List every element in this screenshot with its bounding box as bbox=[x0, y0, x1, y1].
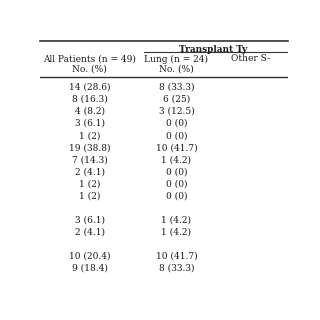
Text: 1 (4.2): 1 (4.2) bbox=[161, 155, 191, 164]
Text: 10 (41.7): 10 (41.7) bbox=[156, 252, 197, 261]
Text: 19 (38.8): 19 (38.8) bbox=[69, 143, 110, 152]
Text: 2 (4.1): 2 (4.1) bbox=[75, 167, 105, 176]
Text: 1 (4.2): 1 (4.2) bbox=[161, 228, 191, 236]
Text: 1 (2): 1 (2) bbox=[79, 179, 100, 188]
Text: 3 (6.1): 3 (6.1) bbox=[75, 119, 105, 128]
Text: Transplant Ty: Transplant Ty bbox=[180, 44, 248, 53]
Text: Other S-: Other S- bbox=[231, 54, 270, 63]
Text: 9 (18.4): 9 (18.4) bbox=[72, 264, 108, 273]
Text: 8 (16.3): 8 (16.3) bbox=[72, 95, 108, 104]
Text: All Patients (n = 49)
No. (%): All Patients (n = 49) No. (%) bbox=[43, 54, 136, 74]
Text: 1 (4.2): 1 (4.2) bbox=[161, 216, 191, 225]
Text: 4 (8.2): 4 (8.2) bbox=[75, 107, 105, 116]
Text: 0 (0): 0 (0) bbox=[166, 119, 187, 128]
Text: 2 (4.1): 2 (4.1) bbox=[75, 228, 105, 236]
Text: 1 (2): 1 (2) bbox=[79, 131, 100, 140]
Text: Lung (n = 24)
No. (%): Lung (n = 24) No. (%) bbox=[144, 54, 208, 74]
Text: 0 (0): 0 (0) bbox=[166, 191, 187, 200]
Text: 8 (33.3): 8 (33.3) bbox=[159, 264, 194, 273]
Text: 8 (33.3): 8 (33.3) bbox=[159, 83, 194, 92]
Text: 6 (25): 6 (25) bbox=[163, 95, 190, 104]
Text: 10 (20.4): 10 (20.4) bbox=[69, 252, 110, 261]
Text: 10 (41.7): 10 (41.7) bbox=[156, 143, 197, 152]
Text: 14 (28.6): 14 (28.6) bbox=[69, 83, 110, 92]
Text: 3 (6.1): 3 (6.1) bbox=[75, 216, 105, 225]
Text: 7 (14.3): 7 (14.3) bbox=[72, 155, 108, 164]
Text: 0 (0): 0 (0) bbox=[166, 131, 187, 140]
Text: 3 (12.5): 3 (12.5) bbox=[158, 107, 194, 116]
Text: 0 (0): 0 (0) bbox=[166, 167, 187, 176]
Text: 1 (2): 1 (2) bbox=[79, 191, 100, 200]
Text: 0 (0): 0 (0) bbox=[166, 179, 187, 188]
